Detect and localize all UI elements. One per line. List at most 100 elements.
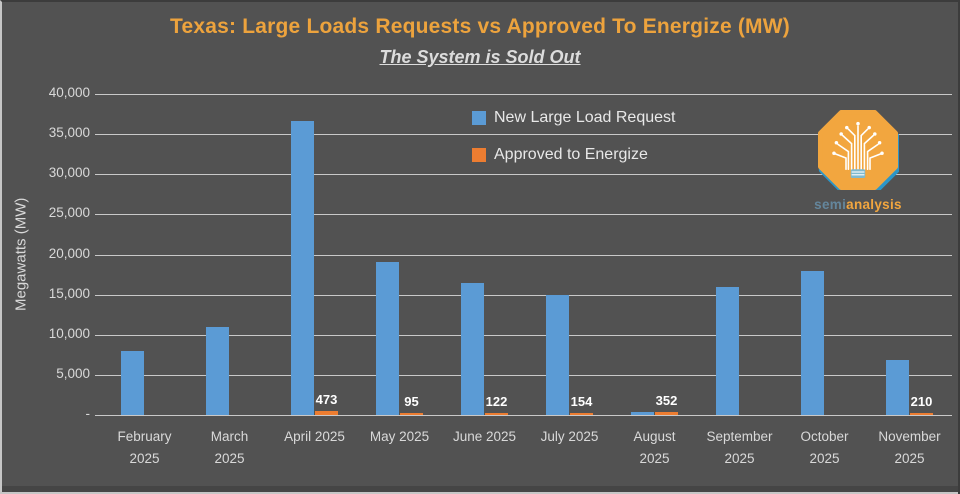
x-axis-label-line: June 2025 [452,429,517,444]
x-axis-label-may-2025: May 2025 [357,426,442,448]
x-axis-label-line: 2025 [809,451,840,466]
y-axis-label-0: - [85,406,91,421]
gridline-25000 [102,214,952,216]
x-axis-label-line: 2025 [214,451,245,466]
bar-request-august-2025 [631,411,654,415]
gridline-5000 [102,374,952,376]
category-slot-october-2025 [782,94,867,415]
x-axis-label-july-2025: July 2025 [527,426,612,448]
x-axis-label-march-2025: March 2025 [187,426,272,470]
x-axis-label-september-2025: September 2025 [697,426,782,470]
legend-item-new-large-load-request: New Large Load Request [472,107,675,129]
bar-request-may-2025 [376,261,399,415]
x-axis-label-line: September [706,429,773,444]
x-axis-label-line: 2025 [894,451,925,466]
y-tick-10000 [95,334,107,336]
y-axis-label-35000: 35,000 [48,125,90,141]
x-axis-label-line: July 2025 [540,429,599,444]
gridline-30000 [102,174,952,176]
data-label-approved-july-2025: 154 [570,394,593,410]
y-tick-20000 [95,254,107,256]
category-slot-march-2025 [187,94,272,415]
data-label-approved-june-2025: 122 [485,394,508,410]
y-axis-label-15000: 15,000 [48,285,90,301]
x-axis-label-line: March [210,429,249,444]
chart-title: Texas: Large Loads Requests vs Approved … [170,15,790,38]
bar-approved-june-2025 [485,413,508,415]
legend-label-new-large-load-request: New Large Load Request [494,109,676,126]
x-axis-label-february-2025: February 2025 [102,426,187,470]
bar-request-march-2025 [206,326,229,415]
gridline-20000 [102,254,952,256]
category-slot-september-2025 [697,94,782,415]
data-label-approved-august-2025: 352 [655,393,678,409]
x-axis-label-line: November [878,429,941,444]
y-tick-40000 [95,94,107,95]
bar-request-june-2025 [461,282,484,415]
legend-item-approved-to-energize: Approved to Energize [472,144,675,166]
data-label-approved-april-2025: 473 [315,392,338,408]
legend-swatch-blue [472,111,486,125]
gridline-10000 [102,334,952,336]
bar-approved-july-2025 [570,413,593,415]
data-label-approved-may-2025: 95 [404,394,419,410]
y-axis-label-5000: 5,000 [56,365,90,381]
semianalysis-wordmark: semianalysis [812,197,904,212]
category-slot-november-2025: 210 [867,94,952,415]
x-axis-label-line: 2025 [639,451,670,466]
x-axis-label-line: October [800,429,849,444]
x-axis-label-april-2025: April 2025 [272,426,357,448]
bottom-shadow [2,486,958,492]
y-tick-5000 [95,374,107,376]
bar-request-july-2025 [546,294,569,415]
bar-approved-april-2025 [315,411,338,415]
x-axis-label-june-2025: June 2025 [442,426,527,448]
circuit-tips [832,121,884,155]
circuit-tree-icon [834,125,882,170]
bar-approved-november-2025 [910,413,933,415]
semianalysis-octagon-icon [818,110,900,194]
bar-request-october-2025 [801,270,824,415]
logo-text-semi: semi [814,197,847,212]
category-slot-may-2025: 95 [357,94,442,415]
logo-text-analysis: analysis [846,197,902,212]
category-slot-june-2025: 122 [442,94,527,415]
data-label-approved-november-2025: 210 [910,394,933,410]
gridline-15000 [102,294,952,296]
y-axis-label-30000: 30,000 [48,165,90,181]
bar-request-april-2025 [291,121,314,415]
category-slot-august-2025: 352 [612,94,697,415]
x-axis-label-august-2025: August 2025 [612,426,697,470]
y-tick-30000 [95,174,107,176]
category-slot-april-2025: 473 [272,94,357,415]
y-tick-0 [95,415,107,416]
chart-subtitle: The System is Sold Out [379,47,581,67]
x-axis-label-line: February [117,429,172,444]
x-axis-label-line: May 2025 [369,429,430,444]
category-slot-february-2025 [102,94,187,415]
x-axis-label-line: 2025 [724,451,755,466]
x-axis-label-line: 2025 [129,451,160,466]
y-tick-35000 [95,134,107,136]
gridline-40000 [102,94,952,95]
bottom-edge [2,492,958,494]
y-axis-label-40000: 40,000 [48,85,90,100]
bulb-base-icon [850,169,866,178]
legend-swatch-orange [472,148,486,162]
x-axis-label-line: August [633,429,676,444]
bar-request-february-2025 [121,350,144,415]
bar-approved-may-2025 [400,413,423,415]
x-axis-label-line: April 2025 [284,429,345,444]
bar-request-september-2025 [716,286,739,415]
x-axis-label-october-2025: October 2025 [782,426,867,470]
y-axis-label-20000: 20,000 [48,245,90,261]
y-tick-15000 [95,294,107,296]
y-axis-label-10000: 10,000 [48,325,90,341]
semianalysis-logo: semianalysis [812,110,904,212]
category-slot-july-2025: 154 [527,94,612,415]
y-axis-label-25000: 25,000 [48,205,90,221]
y-tick-25000 [95,214,107,216]
bar-request-november-2025 [886,359,909,415]
bar-approved-august-2025 [655,412,678,415]
